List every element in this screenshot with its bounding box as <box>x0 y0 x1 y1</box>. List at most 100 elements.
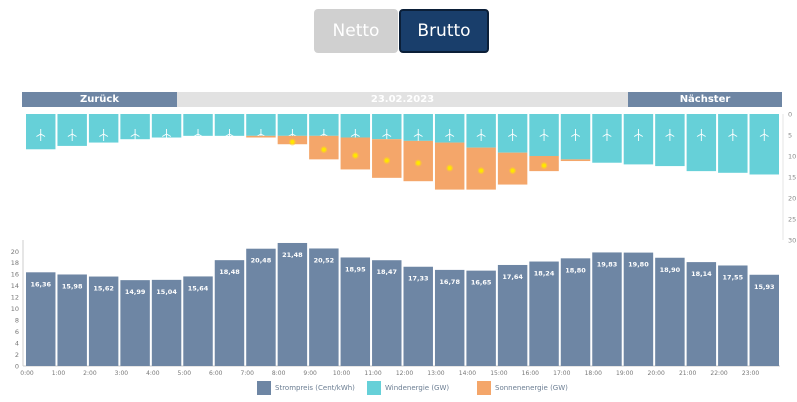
previous-day-button[interactable]: Zurück <box>22 92 177 107</box>
price-bar-group: 18,90 <box>655 257 685 366</box>
turbine-blade <box>638 133 643 137</box>
energy-bar-group <box>88 114 119 143</box>
date-navigation-bar <box>22 92 782 107</box>
turbine-blade <box>103 133 109 137</box>
brutto-button[interactable]: Brutto <box>399 9 489 53</box>
energy-tick-label: 30 <box>788 237 796 245</box>
turbine-blade <box>701 133 706 137</box>
current-date: 23.02.2023 <box>370 94 435 105</box>
price-bar <box>560 258 591 366</box>
next-day-button[interactable]: Nächster <box>628 92 782 107</box>
turbine-blade <box>99 133 104 137</box>
turbine-blade <box>413 133 419 137</box>
energy-tick-label: 5 <box>788 132 792 140</box>
hour-label: 10:00 <box>333 370 350 377</box>
legend-price-swatch <box>257 381 271 395</box>
price-tick-label: 8 <box>15 316 19 324</box>
turbine-blade <box>134 133 140 137</box>
price-value-label: 21,48 <box>282 251 303 259</box>
sun-icon <box>510 168 515 173</box>
energy-bar-group <box>183 114 213 141</box>
hour-label: 13:00 <box>427 370 444 377</box>
turbine-blade <box>67 133 73 137</box>
price-bar-group: 18,48 <box>214 260 245 366</box>
wind-bar <box>718 114 748 173</box>
price-value-label: 15,62 <box>93 285 114 293</box>
energy-bar-group <box>151 114 182 141</box>
price-value-label: 17,64 <box>502 273 523 281</box>
price-bar-group: 17,55 <box>718 265 748 366</box>
price-tick-label: 20 <box>11 248 19 256</box>
legend-wind-label: Windenergie (GW) <box>385 384 450 392</box>
turbine-blade <box>665 133 671 137</box>
energy-bar-group <box>718 114 748 173</box>
energy-bar-group <box>749 114 779 175</box>
wind-bar <box>246 114 276 136</box>
turbine-blade <box>669 133 675 137</box>
price-bar-group: 15,98 <box>57 274 87 366</box>
price-bar-group: 17,64 <box>497 264 528 366</box>
price-bar-group: 18,24 <box>529 261 559 366</box>
price-bar-group: 18,80 <box>560 258 591 366</box>
price-value-label: 18,47 <box>376 268 397 276</box>
price-tick-label: 18 <box>11 259 19 267</box>
hour-label: 20:00 <box>648 370 665 377</box>
price-bar <box>403 266 433 366</box>
price-bar <box>246 248 276 366</box>
energy-bar-group <box>246 114 276 141</box>
energy-bar-group <box>686 114 717 172</box>
hour-label: 21:00 <box>679 370 696 377</box>
hour-label: 18:00 <box>585 370 602 377</box>
netto-button[interactable]: Netto <box>314 9 398 53</box>
turbine-blade <box>602 133 608 137</box>
price-bar <box>88 276 119 366</box>
turbine-blade <box>543 133 549 137</box>
energy-tick-label: 25 <box>788 216 796 224</box>
price-value-label: 16,36 <box>30 280 51 288</box>
price-bar-group: 16,36 <box>26 272 56 366</box>
price-bar <box>655 257 685 366</box>
hour-label: 5:00 <box>178 370 192 377</box>
turbine-blade <box>130 133 136 137</box>
legend-price-label: Strompreis (Cent/kWh) <box>275 384 355 392</box>
hour-label: 16:00 <box>522 370 539 377</box>
hour-label: 23:00 <box>742 370 759 377</box>
price-tick-label: 16 <box>11 271 19 279</box>
wind-bar <box>340 114 371 138</box>
legend-solar-swatch <box>477 381 491 395</box>
turbine-blade <box>508 133 513 137</box>
hour-label: 2:00 <box>83 370 97 377</box>
energy-tick-label: 10 <box>788 153 796 161</box>
hour-label: 15:00 <box>490 370 507 377</box>
hour-label: 7:00 <box>240 370 254 377</box>
turbine-blade <box>732 133 738 137</box>
price-value-label: 15,04 <box>156 288 177 296</box>
energy-bar-group <box>466 114 496 190</box>
energy-bar-group <box>403 114 433 182</box>
price-tick-label: 14 <box>11 282 19 290</box>
sun-icon <box>479 168 484 173</box>
hour-label: 0:00 <box>20 370 34 377</box>
energy-bar-group <box>214 114 245 141</box>
price-value-label: 18,48 <box>219 268 240 276</box>
hour-label: 4:00 <box>146 370 160 377</box>
turbine-blade <box>40 133 46 137</box>
price-value-label: 20,52 <box>314 256 335 264</box>
turbine-blade <box>759 133 765 137</box>
price-tick-label: 4 <box>15 339 19 347</box>
wind-bar <box>183 114 213 136</box>
price-bar <box>214 260 245 366</box>
energy-bar-group <box>623 114 654 165</box>
wind-bar <box>277 114 308 136</box>
price-value-label: 17,33 <box>408 275 429 283</box>
price-bar-group: 19,83 <box>592 252 622 366</box>
price-bar <box>277 242 308 366</box>
legend-solar-label: Sonnenenergie (GW) <box>495 384 568 392</box>
price-value-label: 16,78 <box>439 278 460 286</box>
sun-icon <box>290 140 295 145</box>
energy-bar-group <box>26 114 56 150</box>
price-tick-label: 6 <box>15 328 19 336</box>
turbine-blade <box>539 133 545 137</box>
energy-tick-label: 20 <box>788 195 796 203</box>
price-bar-group: 18,47 <box>372 260 402 366</box>
